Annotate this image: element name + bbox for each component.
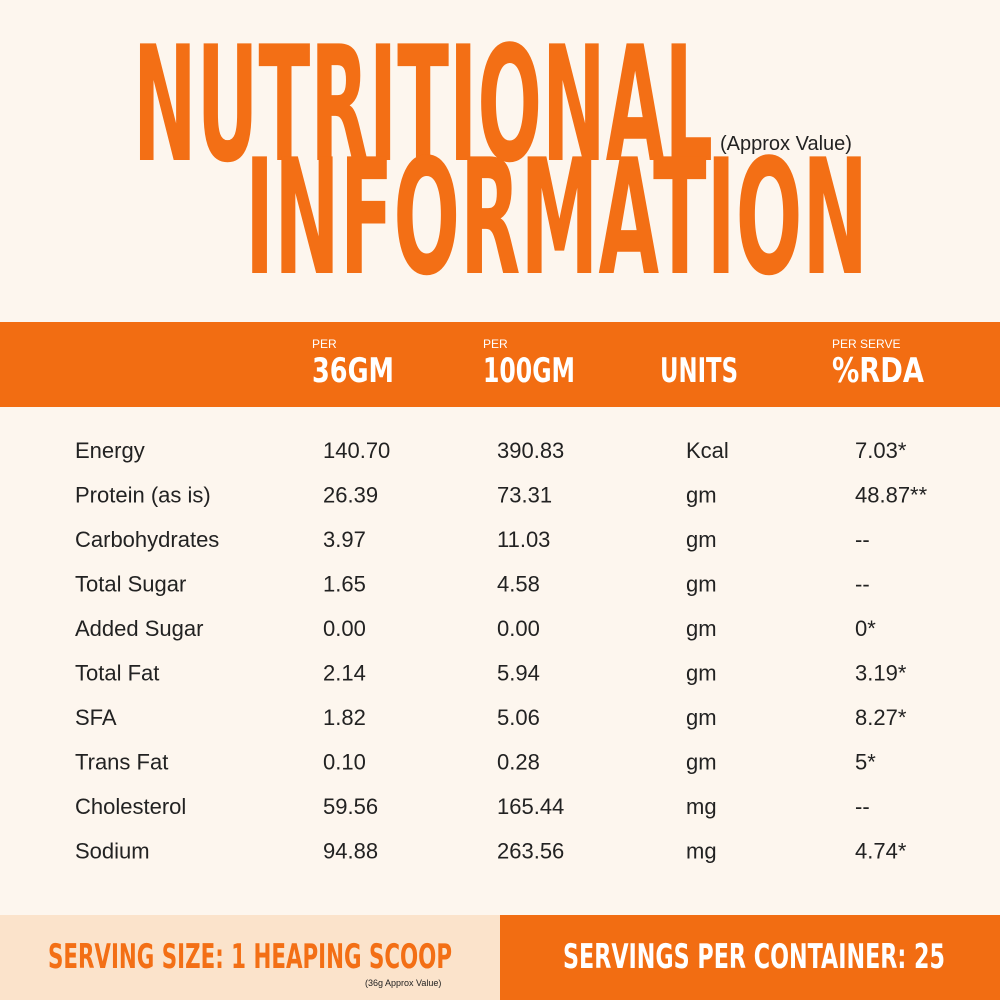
row-cell: 94.88 [323,839,378,864]
row-cell: gm [686,616,717,641]
serving-size: SERVING SIZE: 1 HEAPING SCOOP [48,937,452,977]
row-cell: 26.39 [323,483,378,508]
header-band [0,322,1000,407]
row-cell: 4.58 [497,572,540,597]
row-cell: -- [855,572,870,597]
row-cell: 73.31 [497,483,552,508]
row-label: Protein (as is) [75,483,211,508]
row-cell: gm [686,483,717,508]
row-label: Total Sugar [75,572,186,597]
row-cell: 0.00 [497,616,540,641]
footer-left [0,915,500,1000]
row-cell: 5* [855,750,876,775]
row-cell: gm [686,705,717,730]
row-cell: mg [686,839,717,864]
row-label: Sodium [75,839,150,864]
row-cell: 0.28 [497,750,540,775]
column-small-label: PER SERVE [832,337,900,351]
row-cell: 48.87** [855,483,928,508]
row-cell: 5.94 [497,661,540,686]
row-cell: gm [686,572,717,597]
column-small-label: PER [312,337,337,351]
footer-right [500,915,1000,1000]
row-cell: 0* [855,616,876,641]
column-label: 36GM [312,351,394,391]
row-cell: 7.03* [855,438,907,463]
serving-note: (36g Approx Value) [365,978,441,988]
column-small-label: PER [483,337,508,351]
row-cell: gm [686,527,717,552]
row-cell: 8.27* [855,705,907,730]
row-cell: gm [686,661,717,686]
title-line-1: NUTRITIONAL [133,11,713,198]
title-note: (Approx Value) [720,133,852,155]
row-cell: 4.74* [855,839,907,864]
column-label: 100GM [483,351,575,391]
row-cell: 3.97 [323,527,366,552]
row-cell: -- [855,527,870,552]
row-label: Energy [75,438,145,463]
row-label: Total Fat [75,661,159,686]
row-cell: 1.82 [323,705,366,730]
row-cell: 0.00 [323,616,366,641]
row-cell: 1.65 [323,572,366,597]
row-label: Cholesterol [75,794,186,819]
title-line-2: INFORMATION [245,124,868,311]
row-cell: -- [855,794,870,819]
row-cell: 390.83 [497,438,564,463]
row-label: Carbohydrates [75,527,219,552]
row-cell: 2.14 [323,661,366,686]
row-cell: 0.10 [323,750,366,775]
row-cell: 263.56 [497,839,564,864]
servings-per-container: SERVINGS PER CONTAINER: 25 [563,937,945,977]
column-label: %RDA [832,351,925,391]
row-cell: gm [686,750,717,775]
row-cell: 11.03 [497,527,550,552]
row-label: Trans Fat [75,750,168,775]
row-cell: 3.19* [855,661,907,686]
row-cell: 140.70 [323,438,390,463]
row-cell: 165.44 [497,794,564,819]
row-cell: Kcal [686,438,729,463]
column-label: UNITS [660,351,738,391]
row-cell: 5.06 [497,705,540,730]
row-cell: 59.56 [323,794,378,819]
row-cell: mg [686,794,717,819]
row-label: Added Sugar [75,616,203,641]
row-label: SFA [75,705,117,730]
